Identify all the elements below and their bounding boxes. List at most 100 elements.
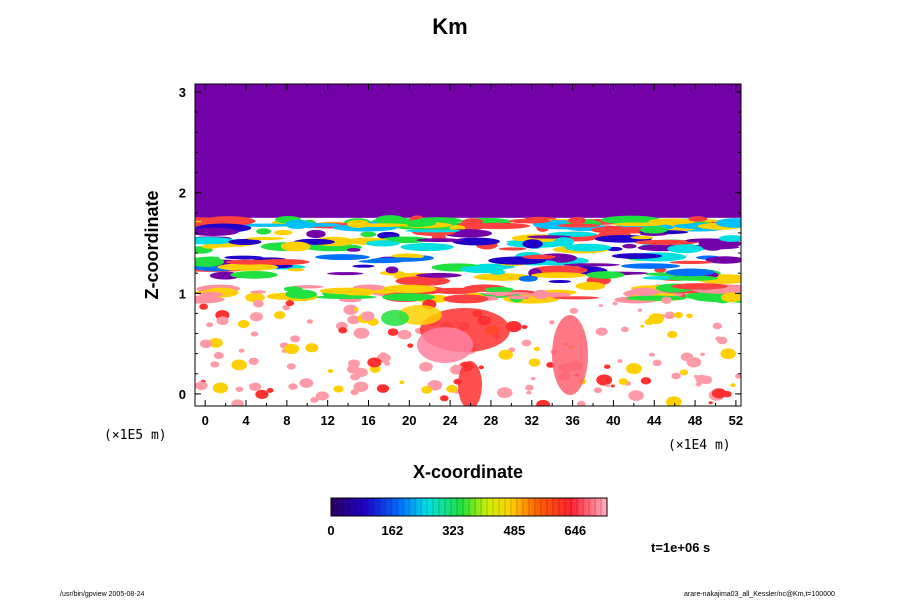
field-cell bbox=[693, 374, 699, 379]
field-patch bbox=[245, 292, 265, 303]
x-tick-label: 28 bbox=[484, 413, 498, 428]
field-patch bbox=[648, 218, 696, 225]
field-patch bbox=[365, 240, 400, 247]
field-cell bbox=[353, 307, 359, 312]
plume-region bbox=[417, 327, 473, 363]
field-cell bbox=[397, 329, 412, 340]
field-patch bbox=[522, 239, 543, 249]
field-cell bbox=[666, 396, 682, 406]
field-patch bbox=[285, 289, 317, 299]
x-axis-unit: (×1E4 m) bbox=[668, 438, 731, 453]
colorbar-gradient bbox=[330, 497, 608, 517]
field-cell bbox=[536, 399, 551, 406]
field-cell bbox=[195, 381, 208, 391]
field-cell bbox=[238, 348, 245, 353]
field-cell bbox=[333, 385, 344, 393]
field-cell bbox=[605, 383, 611, 388]
field-cell bbox=[679, 369, 689, 376]
field-cell bbox=[695, 382, 702, 387]
colorbar: 0 162 323 485 646 bbox=[327, 497, 608, 538]
field-patch bbox=[285, 219, 310, 229]
field-patch bbox=[306, 229, 326, 239]
field-cell bbox=[498, 349, 513, 360]
field-patch bbox=[553, 237, 575, 247]
field-cell bbox=[533, 346, 540, 352]
field-patch bbox=[482, 291, 532, 296]
field-patch bbox=[381, 293, 436, 302]
colorbar-tick-label: 485 bbox=[504, 523, 526, 538]
field-cell bbox=[315, 391, 329, 401]
field-cell bbox=[716, 336, 728, 345]
field-cell bbox=[610, 384, 615, 388]
field-cell bbox=[521, 324, 528, 330]
footer-left: /usr/bin/gpview 2005-08-24 bbox=[60, 591, 145, 598]
field-cell bbox=[626, 363, 642, 375]
field-cell bbox=[407, 343, 414, 348]
field-patch bbox=[484, 286, 514, 293]
field-patch bbox=[198, 291, 224, 297]
field-patch bbox=[452, 237, 501, 246]
field-patch bbox=[250, 290, 267, 294]
field-cell bbox=[231, 399, 244, 406]
upper-uniform-region bbox=[195, 84, 741, 218]
field-patch bbox=[620, 263, 681, 269]
x-tick-label: 40 bbox=[606, 413, 620, 428]
field-cell bbox=[251, 314, 258, 319]
x-tick-label: 44 bbox=[647, 413, 662, 428]
field-patch bbox=[611, 253, 662, 259]
chart-title: Km bbox=[432, 14, 468, 39]
field-patch bbox=[228, 238, 262, 246]
field-patch bbox=[350, 223, 409, 228]
x-axis: 0 4 8 12 16 20 24 28 32 36 40 44 48 52 bbox=[202, 84, 743, 428]
field-cell bbox=[250, 331, 259, 337]
field-patch bbox=[522, 254, 556, 260]
field-patch bbox=[568, 216, 587, 225]
field-cell bbox=[708, 401, 713, 405]
field-cell bbox=[285, 300, 295, 307]
field-cell bbox=[421, 386, 433, 394]
field-patch bbox=[473, 273, 531, 281]
field-cell bbox=[376, 384, 390, 393]
field-patch bbox=[590, 227, 618, 233]
field-patch bbox=[382, 284, 437, 294]
field-cell bbox=[286, 363, 296, 370]
field-cell bbox=[199, 339, 213, 349]
y-axis-unit: (×1E5 m) bbox=[104, 428, 167, 443]
field-cell bbox=[595, 327, 608, 336]
field-patch bbox=[639, 232, 668, 236]
y-tick-label: 0 bbox=[179, 387, 186, 402]
plume-region bbox=[398, 305, 442, 325]
field-patch bbox=[629, 287, 659, 297]
field-cell bbox=[305, 343, 319, 353]
field-patch bbox=[575, 281, 606, 291]
field-cell bbox=[350, 389, 359, 396]
field-patch bbox=[201, 244, 220, 249]
field-cell bbox=[667, 330, 678, 339]
field-patch bbox=[630, 235, 654, 240]
y-tick-label: 2 bbox=[179, 186, 186, 201]
field-patch bbox=[346, 248, 361, 252]
field-cell bbox=[338, 327, 348, 334]
field-patch bbox=[201, 216, 256, 226]
field-patch bbox=[274, 229, 293, 236]
x-tick-label: 20 bbox=[402, 413, 416, 428]
field-cell bbox=[722, 390, 732, 398]
field-cell bbox=[310, 397, 319, 403]
field-patch bbox=[416, 238, 463, 242]
field-patch bbox=[688, 216, 708, 222]
field-patch bbox=[705, 256, 741, 264]
field-patch bbox=[721, 292, 741, 303]
field-cell bbox=[637, 308, 643, 312]
field-patch bbox=[622, 243, 637, 249]
field-patch bbox=[315, 295, 377, 300]
field-cell bbox=[212, 382, 229, 394]
field-cell bbox=[576, 400, 586, 406]
field-patch bbox=[564, 243, 612, 252]
field-patch bbox=[639, 226, 668, 234]
field-patch bbox=[195, 237, 235, 245]
field-cell bbox=[640, 377, 652, 385]
field-cell bbox=[521, 339, 532, 347]
field-cell bbox=[266, 387, 274, 393]
field-cell bbox=[680, 352, 694, 362]
